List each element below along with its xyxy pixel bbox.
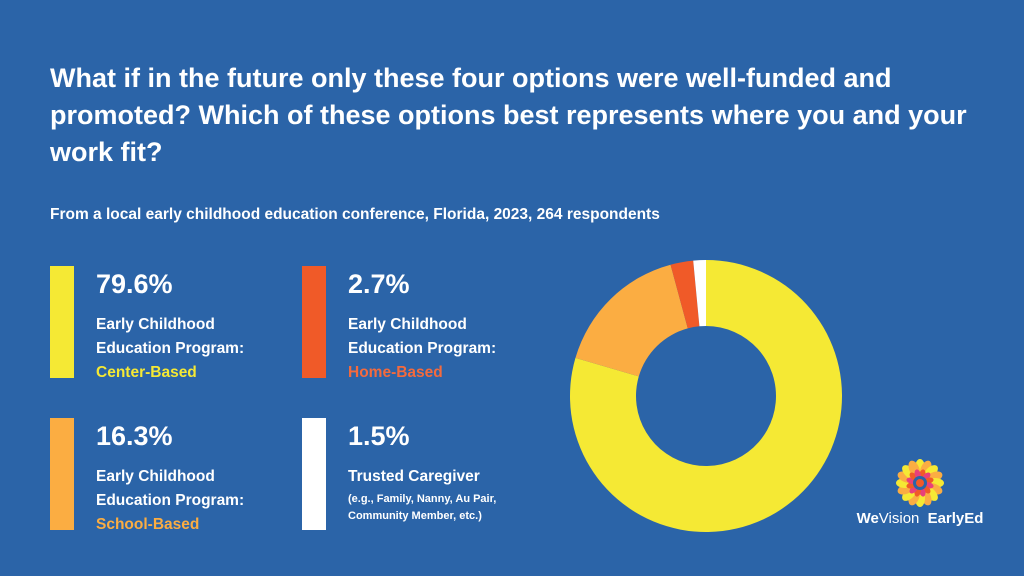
legend-label: Early Childhood Education Program: Schoo…: [96, 465, 316, 537]
sunflower-logo-icon: [896, 459, 944, 507]
legend-label-line: Early Childhood: [348, 316, 467, 333]
legend-label-line: Early Childhood: [96, 316, 215, 333]
legend-label: Early Childhood Education Program: Home-…: [348, 313, 568, 385]
legend-label: Early Childhood Education Program: Cente…: [96, 313, 316, 385]
legend-label-line: Trusted Caregiver: [348, 468, 480, 485]
legend-highlight: Home-Based: [348, 364, 443, 381]
donut-slice-3: [670, 260, 700, 329]
donut-slice-4: [693, 260, 706, 327]
wevision-earlyed-logo: WeVision EarlyEd: [850, 458, 990, 527]
legend-swatch: [50, 266, 74, 378]
donut-chart: [570, 260, 842, 532]
legend-percent: 2.7%: [348, 269, 410, 299]
logo-text: WeVision EarlyEd: [856, 510, 984, 527]
legend-highlight: Center-Based: [96, 364, 197, 381]
legend-label: Trusted Caregiver (e.g., Family, Nanny, …: [348, 465, 568, 525]
legend-highlight: School-Based: [96, 516, 200, 533]
donut-slice-1: [570, 260, 842, 532]
legend-note: (e.g., Family, Nanny, Au Pair,: [348, 493, 497, 505]
chart-title: What if in the future only these four op…: [50, 63, 967, 167]
legend-label-line: Education Program:: [96, 492, 245, 509]
legend-label-line: Early Childhood: [96, 468, 215, 485]
donut-slice-2: [575, 264, 688, 377]
legend-note: Community Member, etc.): [348, 510, 482, 522]
legend-swatch: [50, 418, 74, 530]
legend-swatch: [302, 266, 326, 378]
legend-label-line: Education Program:: [348, 340, 497, 357]
legend-swatch: [302, 418, 326, 530]
legend-label-line: Education Program:: [96, 340, 245, 357]
legend-percent: 1.5%: [348, 421, 410, 451]
legend-percent: 16.3%: [96, 421, 173, 451]
chart-subtitle: From a local early childhood education c…: [50, 206, 660, 223]
legend-percent: 79.6%: [96, 269, 173, 299]
